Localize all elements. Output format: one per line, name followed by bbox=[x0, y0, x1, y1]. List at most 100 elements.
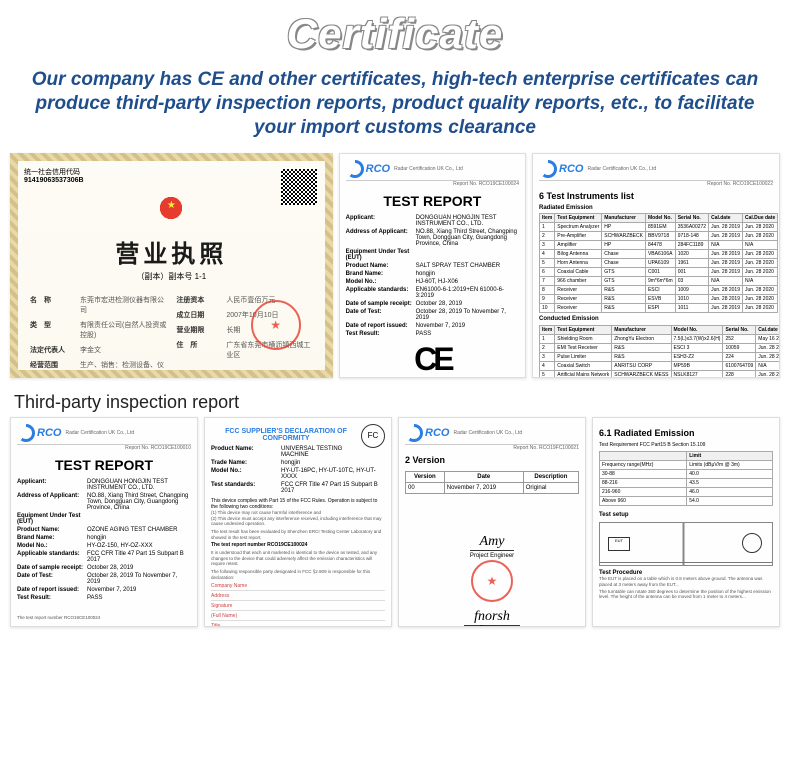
report-number: Report No. RCO19CE100024 bbox=[346, 181, 519, 187]
license-code-label: 统一社会信用代码 bbox=[24, 167, 319, 177]
conducted-table: ItemTest EquipmentManufacturerModel No.S… bbox=[539, 325, 780, 378]
fcc-logo-icon: FC bbox=[361, 424, 385, 448]
rco-swirl-icon bbox=[405, 424, 423, 442]
report-field-value: OZONE AGING TEST CHAMBER bbox=[87, 527, 191, 533]
table-row: 88-21643.5 bbox=[600, 479, 773, 488]
rco-text: RCO bbox=[366, 163, 390, 175]
license-field-value: 有限责任公司(自然人投资或控股) bbox=[80, 320, 166, 340]
radiated-label: Radiated Emission bbox=[539, 205, 773, 211]
table-row: 5Artificial Mains NetworkSCHWARZBECK MES… bbox=[540, 371, 781, 379]
report-field-label: Equipment Under Test (EUT) bbox=[17, 513, 87, 525]
version-table: VersionDateDescription00November 7, 2019… bbox=[405, 471, 579, 494]
table-row: 30-8840.0 bbox=[600, 470, 773, 479]
fcc-declaration: FC FCC SUPPLIER'S DECLARATION OF CONFORM… bbox=[204, 417, 392, 627]
fcc-title: FCC SUPPLIER'S DECLARATION OF CONFORMITY bbox=[211, 428, 385, 442]
report-title: TEST REPORT bbox=[17, 457, 191, 473]
report-field-label: Product Name: bbox=[17, 527, 87, 533]
table-header: Manufacturer bbox=[612, 326, 671, 335]
table-header: Model No. bbox=[671, 326, 723, 335]
rco-company: Radar Certification UK Co., Ltd bbox=[65, 430, 134, 436]
table-row: 6Coaxial CableGTSC001001Jun. 28 2019Jun.… bbox=[540, 268, 778, 277]
report-field-label: Brand Name: bbox=[346, 271, 416, 277]
report-field-label: Model No.: bbox=[17, 543, 87, 549]
report-field-value: PASS bbox=[87, 595, 191, 601]
radiated-table: ItemTest EquipmentManufacturerModel No.S… bbox=[539, 213, 778, 313]
report-field-value bbox=[87, 513, 191, 525]
report-field-label: Test Result: bbox=[17, 595, 87, 601]
table-row: 7966 chamberGTS9m*6m*6m03N/AN/A bbox=[540, 277, 778, 286]
license-title: 营业执照 bbox=[24, 234, 319, 269]
report-field-value: October 28, 2019 bbox=[416, 301, 519, 307]
report-field-value: HJ-60T, HJ-X06 bbox=[416, 279, 519, 285]
sig2-role: Reviewer bbox=[405, 626, 579, 627]
rco-swirl-icon bbox=[346, 160, 364, 178]
contact-field: Company Name bbox=[211, 583, 385, 591]
test-requirement: Test Requirement FCC Part15 B Section 15… bbox=[599, 442, 773, 448]
test-report-ozone: RCO Radar Certification UK Co., Ltd Repo… bbox=[10, 417, 198, 627]
table-row: 8ReceiverR&SESCI1009Jun. 28 2019Jun. 28 … bbox=[540, 286, 778, 295]
report-field-value: hongjin bbox=[87, 535, 191, 541]
table-row: 3AmplifierHP84478284FC1189N/AN/A bbox=[540, 241, 778, 250]
table-row: 10ReceiverR&SESPI1011Jun. 28 2019Jun. 28… bbox=[540, 304, 778, 313]
rco-text: RCO bbox=[559, 163, 583, 175]
report-field-label: Product Name: bbox=[346, 263, 416, 269]
license-field-label: 注册资本 bbox=[176, 295, 226, 305]
license-field-value: 东莞市宏进检测仪器有限公司 bbox=[80, 295, 166, 315]
report-field-value: FCC CFR Title 47 Part 15 Subpart B 2017 bbox=[87, 551, 191, 563]
report-field-value: UNIVERSAL TESTING MACHINE bbox=[281, 446, 361, 458]
report-field-label: Date of Test: bbox=[346, 309, 416, 321]
report-field-label: Applicable standards: bbox=[346, 287, 416, 299]
rco-logo: RCO bbox=[17, 424, 61, 442]
report-field-label: Model No.: bbox=[211, 468, 281, 480]
fcc-eval: The test result has been evaluated by Sh… bbox=[211, 529, 385, 540]
radiated-emission-report: 6.1 Radiated Emission Test Requirement F… bbox=[592, 417, 780, 627]
table-header: Item bbox=[540, 214, 555, 223]
license-copy-no: （副本）副本号 1-1 bbox=[24, 271, 319, 282]
report-field-label: Applicant: bbox=[17, 479, 87, 491]
contact-field: Title bbox=[211, 623, 385, 627]
report-field-value: November 7, 2019 bbox=[416, 323, 519, 329]
approval-seal-icon bbox=[471, 560, 513, 602]
table-header: Limit bbox=[687, 452, 773, 461]
report-field-label: Date of Test: bbox=[17, 573, 87, 585]
fcc-responsible: The following responsible party designat… bbox=[211, 569, 385, 580]
rco-swirl-icon bbox=[17, 424, 35, 442]
report-field-value: DONGGUAN HONGJIN TEST INSTRUMENT CO., LT… bbox=[87, 479, 191, 491]
table-header: Test Equipment bbox=[555, 326, 612, 335]
page-title: Certificate bbox=[0, 10, 790, 58]
table-row: 00November 7, 2019Original bbox=[406, 483, 579, 494]
rco-logo: RCO bbox=[405, 424, 449, 442]
report-field-value: October 28, 2019 To November 7, 2019 bbox=[87, 573, 191, 585]
report-field-value: NO.88, Xiang Third Street, Changping Tow… bbox=[416, 229, 519, 247]
table-header: Cal.Due date bbox=[743, 214, 778, 223]
table-row: Frequency range(MHz)Limits (dBμV/m @ 3m) bbox=[600, 461, 773, 470]
table-header: Version bbox=[406, 472, 445, 483]
sig1-role: Project Engineer bbox=[470, 553, 515, 559]
report-field-label: Date of sample receipt: bbox=[17, 565, 87, 571]
license-field-value: 李金文 bbox=[80, 345, 166, 355]
table-row: 1Spectrum AnalyzerHP8591EM3536A00272Jun.… bbox=[540, 223, 778, 232]
rco-company: Radar Certification UK Co., Ltd bbox=[394, 166, 463, 172]
radiated-section: 6.1 Radiated Emission bbox=[599, 428, 773, 438]
fcc-declaration-text: It is understood that each unit marketed… bbox=[211, 550, 385, 566]
table-header: Test Equipment bbox=[555, 214, 602, 223]
rco-company: Radar Certification UK Co., Ltd bbox=[453, 430, 522, 436]
procedure-text: The EUT is placed on a table which is 0.… bbox=[599, 576, 773, 587]
contact-field: Signature bbox=[211, 603, 385, 611]
report-field-label: Date of report issued: bbox=[346, 323, 416, 329]
national-emblem-icon bbox=[149, 186, 193, 230]
table-row: 1Shielding RoomZhongYu Electron7.5(L)x3.… bbox=[540, 335, 781, 344]
table-header: Description bbox=[523, 472, 578, 483]
antenna-icon bbox=[742, 533, 762, 553]
table-row: 2Pre-AmplifierSCHWARZBECKBBV97189718-148… bbox=[540, 232, 778, 241]
official-seal-icon bbox=[251, 300, 301, 350]
report-field-value: HY-UT-16PC, HY-UT-10TC, HY-UT-XXXX bbox=[281, 468, 385, 480]
license-field-label: 住 所 bbox=[176, 340, 226, 360]
table-header: Model No. bbox=[645, 214, 675, 223]
report-field-value: hongjin bbox=[416, 271, 519, 277]
license-code: 91419063537306B bbox=[24, 177, 319, 184]
contact-field: (Full Name) bbox=[211, 613, 385, 621]
signature-2: fnorsh bbox=[464, 609, 520, 626]
report-field-value: October 28, 2019 bbox=[87, 565, 191, 571]
report-field-label: Model No.: bbox=[346, 279, 416, 285]
